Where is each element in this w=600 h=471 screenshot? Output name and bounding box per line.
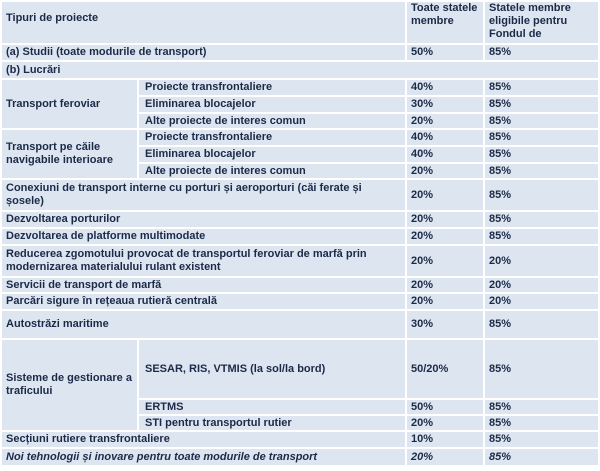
table-row: Eliminarea blocajelor 40% 85% <box>1 145 600 164</box>
table-row: ERTMS 50% 85% <box>1 398 600 416</box>
rate-all: 50% <box>405 398 485 416</box>
table-row: Transport feroviar Proiecte transfrontali… <box>0 78 600 130</box>
row-label: Noi tehnologii și inovare pentru toate m… <box>0 447 407 467</box>
row-label: Eliminarea blocajelor <box>137 145 407 164</box>
row-label: Alte proiecte de interes comun <box>137 162 407 180</box>
rate-eligible: 85% <box>483 78 600 97</box>
rate-all: 50/20% <box>405 338 485 400</box>
row-label: Servicii de transport de marfă <box>0 276 407 294</box>
rate-eligible: 85% <box>483 227 600 246</box>
group-label: Sisteme de gestionare a traficului <box>0 338 139 432</box>
rate-all: 50% <box>405 43 485 62</box>
rate-eligible: 85% <box>483 162 600 180</box>
header-cell: Toate statele membre <box>405 0 485 45</box>
row-label: Parcări sigure în rețeaua rutieră centra… <box>0 292 407 311</box>
header-cell: Statele membre eligibile pentru Fondul d… <box>483 0 600 45</box>
table-row: STI pentru transportul rutier 20% 85% <box>1 414 600 432</box>
row-label: Eliminarea blocajelor <box>137 95 407 114</box>
row-label: STI pentru transportul rutier <box>137 414 407 432</box>
rate-all: 20% <box>405 276 485 294</box>
rate-eligible: 85% <box>483 178 600 212</box>
table-row: Dezvoltarea de platforme multimodate 20% 8… <box>0 227 600 246</box>
table-row: Transport pe căile navigabile interioare… <box>0 128 600 180</box>
row-label: Conexiuni de transport interne cu portur… <box>0 178 407 212</box>
row-label: Proiecte transfrontaliere <box>137 128 407 147</box>
table-row: Alte proiecte de interes comun 20% 85% <box>1 162 600 180</box>
rate-all: 20% <box>405 447 485 467</box>
rate-all: 40% <box>405 145 485 164</box>
rate-all: 10% <box>405 430 485 449</box>
rate-eligible: 20% <box>483 292 600 311</box>
rate-all: 20% <box>405 210 485 229</box>
rate-eligible: 85% <box>483 414 600 432</box>
section-label: (b) Lucrări <box>0 60 600 80</box>
rate-all: 20% <box>405 292 485 311</box>
table-row: Tipuri de proiecte Toate statele membre St… <box>0 0 600 45</box>
row-label: Reducerea zgomotului provocat de transpo… <box>0 244 407 278</box>
rate-all: 40% <box>405 78 485 97</box>
row-label: ERTMS <box>137 398 407 416</box>
table-row: Alte proiecte de interes comun 20% 85% <box>1 112 600 130</box>
row-label: Autostrăzi maritime <box>0 309 407 340</box>
row-label: Dezvoltarea de platforme multimodate <box>0 227 407 246</box>
row-label: (a) Studii (toate modurile de transport) <box>0 43 407 62</box>
rate-all: 20% <box>405 178 485 212</box>
group-label: Transport pe căile navigabile interioare <box>0 128 139 180</box>
rate-eligible: 20% <box>483 244 600 278</box>
rate-eligible: 85% <box>483 309 600 340</box>
rate-eligible: 85% <box>483 128 600 147</box>
table-row: Secțiuni rutiere transfrontaliere 10% 85% <box>0 430 600 449</box>
rate-eligible: 85% <box>483 430 600 449</box>
rate-eligible: 85% <box>483 145 600 164</box>
table-row: Conexiuni de transport interne cu portur… <box>0 178 600 212</box>
rate-all: 20% <box>405 414 485 432</box>
rate-eligible: 85% <box>483 447 600 467</box>
table-row: Reducerea zgomotului provocat de transpo… <box>0 244 600 278</box>
table-row: Dezvoltarea porturilor 20% 85% <box>0 210 600 229</box>
row-label: Dezvoltarea porturilor <box>0 210 407 229</box>
rate-all: 20% <box>405 162 485 180</box>
rate-all: 20% <box>405 244 485 278</box>
rate-eligible: 85% <box>483 43 600 62</box>
table-row: Sisteme de gestionare a traficului SESAR,… <box>0 338 600 432</box>
rate-all: 20% <box>405 227 485 246</box>
group-label: Transport feroviar <box>0 78 139 130</box>
rate-eligible: 85% <box>483 338 600 400</box>
rate-eligible: 85% <box>483 95 600 114</box>
rate-eligible: 85% <box>483 210 600 229</box>
header-cell: Tipuri de proiecte <box>0 0 407 45</box>
rate-eligible: 85% <box>483 398 600 416</box>
table-row: (b) Lucrări <box>0 60 600 80</box>
table-row: Noi tehnologii și inovare pentru toate m… <box>0 447 600 467</box>
table-row: Autostrăzi maritime 30% 85% <box>0 309 600 340</box>
table-row: (a) Studii (toate modurile de transport)… <box>0 43 600 62</box>
rate-all: 30% <box>405 309 485 340</box>
rate-eligible: 85% <box>483 112 600 130</box>
rate-all: 20% <box>405 112 485 130</box>
row-label: Proiecte transfrontaliere <box>137 78 407 97</box>
rate-eligible: 20% <box>483 276 600 294</box>
table-row: Parcări sigure în rețeaua rutieră centra… <box>0 292 600 311</box>
rate-all: 40% <box>405 128 485 147</box>
table-row: Servicii de transport de marfă 20% 20% <box>0 276 600 294</box>
row-label: SESAR, RIS, VTMIS (la sol/la bord) <box>137 338 407 400</box>
row-label: Alte proiecte de interes comun <box>137 112 407 130</box>
row-label: Secțiuni rutiere transfrontaliere <box>0 430 407 449</box>
rate-all: 30% <box>405 95 485 114</box>
table-row: Eliminarea blocajelor 30% 85% <box>1 95 600 114</box>
